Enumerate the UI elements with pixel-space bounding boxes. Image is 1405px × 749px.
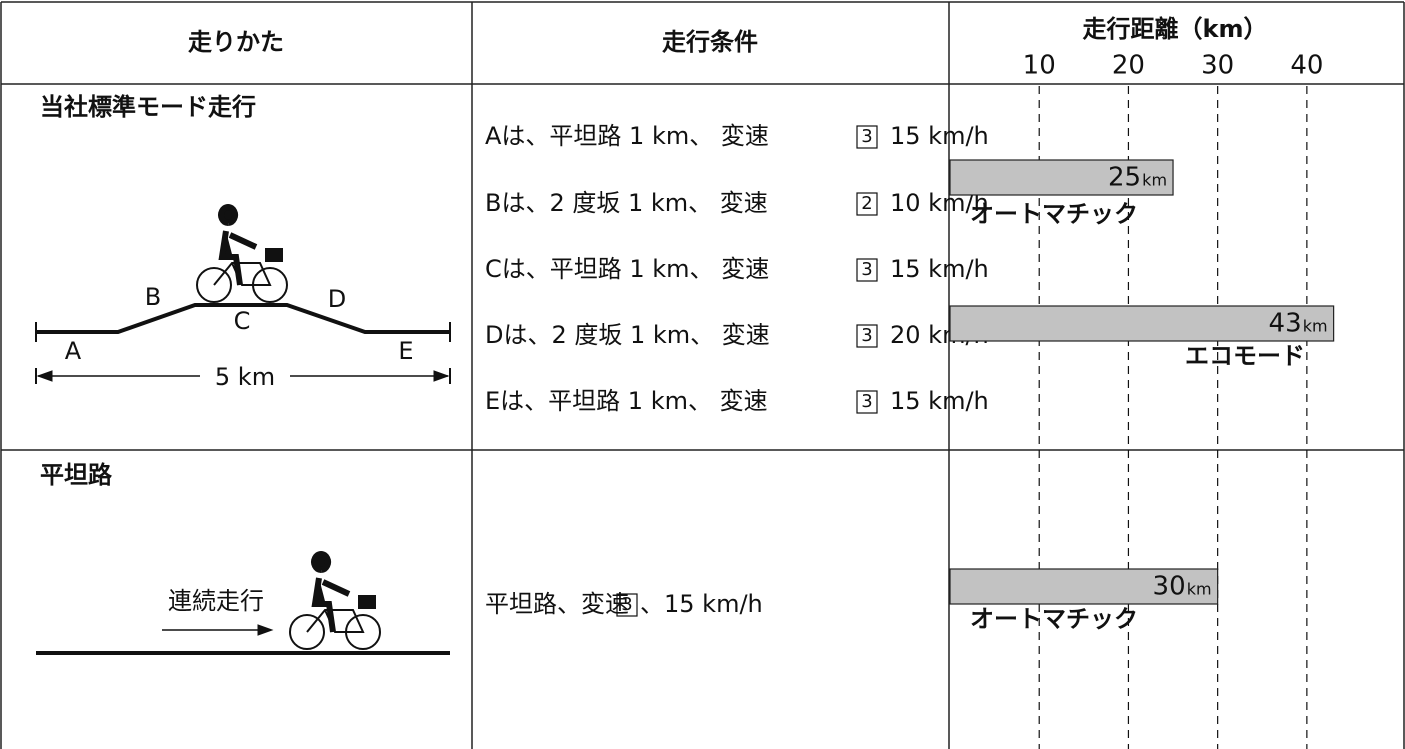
bar-value: 25 — [1108, 163, 1141, 193]
speed-text: 15 km/h — [890, 387, 989, 415]
bar-value: 43 — [1269, 309, 1302, 339]
row-title: 当社標準モード走行 — [40, 93, 256, 121]
row-title: 平坦路 — [40, 461, 113, 489]
speed-text: 15 km/h — [890, 122, 989, 150]
gear-box — [856, 258, 878, 282]
point-label: B — [145, 283, 161, 311]
speed-text: 、15 km/h — [640, 590, 763, 618]
gear-number: 3 — [861, 259, 872, 280]
point-label: C — [234, 307, 251, 335]
gear-number: 3 — [861, 391, 872, 412]
wheel — [289, 614, 325, 650]
point-label: D — [328, 285, 346, 313]
point-label: A — [65, 337, 82, 365]
bar-label: オートマチック — [970, 605, 1138, 633]
bar — [949, 159, 1174, 196]
gear-box — [616, 593, 638, 617]
gear-number: 3 — [861, 126, 872, 147]
bicycle-icon — [196, 204, 288, 303]
bar-label: オートマチック — [970, 200, 1138, 228]
bar-value: 30 — [1153, 572, 1186, 602]
condition-text: Dは、2 度坂 1 km、 変速 — [485, 321, 770, 349]
basket — [358, 595, 376, 609]
wheel — [196, 267, 232, 303]
gear-number: 3 — [861, 325, 872, 346]
speed-text: 15 km/h — [890, 255, 989, 283]
condition-text: Cは、平坦路 1 km、 変速 — [485, 255, 769, 283]
x-tick-label: 10 — [1023, 51, 1056, 81]
header-cell: 走行距離（km） — [1083, 15, 1268, 43]
slope-diagram — [35, 303, 451, 384]
gear-number: 2 — [861, 193, 872, 214]
caption: 連続走行 — [168, 587, 264, 615]
gear-box — [856, 192, 878, 216]
point-label: E — [398, 337, 413, 365]
condition-text: Eは、平坦路 1 km、 変速 — [485, 387, 768, 415]
gear-box — [856, 390, 878, 414]
bar — [949, 568, 1219, 605]
length-label: 5 km — [215, 363, 275, 391]
condition-text: Bは、2 度坂 1 km、 変速 — [485, 189, 768, 217]
bar — [949, 305, 1335, 342]
x-tick-label: 40 — [1290, 51, 1323, 81]
bar-label: エコモード — [1185, 342, 1305, 370]
condition-text: 平坦路、変速 — [485, 590, 629, 618]
condition-text: Aは、平坦路 1 km、 変速 — [485, 122, 769, 150]
gear-number: 3 — [621, 594, 632, 615]
flat-diagram — [36, 624, 450, 655]
rider — [218, 204, 258, 286]
header-cell: 走りかた — [188, 28, 284, 56]
x-tick-label: 20 — [1112, 51, 1145, 81]
bicycle-icon — [289, 551, 381, 650]
x-tick-label: 30 — [1201, 51, 1234, 81]
gear-box — [856, 324, 878, 348]
bar-unit: km — [1303, 317, 1328, 336]
header-cell: 走行条件 — [662, 28, 758, 56]
bar-unit: km — [1142, 171, 1167, 190]
rider — [311, 551, 351, 633]
bar-unit: km — [1187, 580, 1212, 599]
gear-box — [856, 125, 878, 149]
basket — [265, 248, 283, 262]
